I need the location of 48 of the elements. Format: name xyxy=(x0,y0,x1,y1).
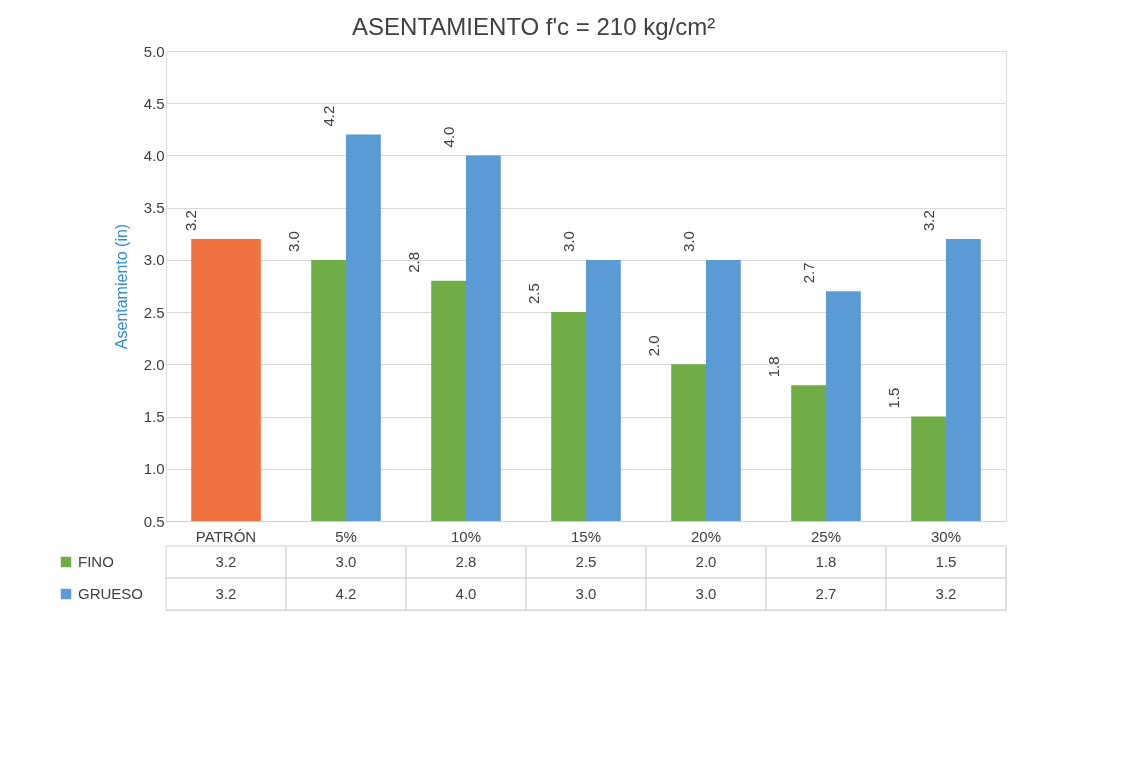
text: 2.5 xyxy=(524,283,542,305)
data-label: 2.8 xyxy=(455,553,477,570)
y-tick-label: 2.5 xyxy=(143,303,165,321)
x-tick-label: 15% xyxy=(570,527,602,545)
text: 2.8 xyxy=(404,251,422,273)
data-label: 4.0 xyxy=(455,585,477,602)
y-tick-label: 0.5 xyxy=(143,512,165,530)
y-tick-label: 4.0 xyxy=(143,146,165,164)
y-tick-label: 3.5 xyxy=(143,199,165,217)
legend-label: FINO xyxy=(78,553,114,570)
x-tick-label: PATRÓN xyxy=(195,527,257,545)
text: 3.0 xyxy=(679,231,697,252)
text: 3.2 xyxy=(182,210,200,231)
x-tick-label: 25% xyxy=(810,527,842,545)
text: 4.2 xyxy=(319,105,337,127)
y-tick-label: 5.0 xyxy=(143,42,165,60)
data-label: 2.7 xyxy=(815,585,837,602)
legend-label: GRUESO xyxy=(78,585,144,602)
chart-title: ASENTAMIENTO f'c = 210 kg/cm² xyxy=(352,12,716,40)
y-tick-label: 2.0 xyxy=(143,355,165,373)
text: 2.0 xyxy=(644,335,662,357)
data-label: 3.0 xyxy=(575,585,597,602)
data-label: 3.2 xyxy=(215,553,237,570)
data-label: 3.0 xyxy=(695,585,717,602)
text: 3.0 xyxy=(559,231,577,252)
text: 3.2 xyxy=(919,210,937,231)
text: 1.5 xyxy=(884,387,902,409)
text: 3.0 xyxy=(284,231,302,252)
text: 1.8 xyxy=(764,356,782,378)
x-tick-label: 20% xyxy=(690,527,722,545)
data-label: 4.2 xyxy=(335,585,357,602)
data-label: 2.0 xyxy=(695,553,717,570)
y-axis-title: Asentamiento (in) xyxy=(112,223,130,350)
data-label: 3.2 xyxy=(215,585,237,602)
x-tick-label: 30% xyxy=(930,527,962,545)
y-tick-label: 4.5 xyxy=(143,94,165,112)
y-tick-label: 1.0 xyxy=(143,460,165,478)
y-tick-label: 3.0 xyxy=(143,251,165,269)
data-label: 1.5 xyxy=(935,553,957,570)
data-label: 2.5 xyxy=(575,553,597,570)
data-label: 1.8 xyxy=(815,553,837,570)
text: 2.7 xyxy=(799,262,817,284)
x-tick-label: 10% xyxy=(450,527,482,545)
text: 4.0 xyxy=(439,126,457,148)
data-label: 3.2 xyxy=(935,585,957,602)
y-tick-label: 1.5 xyxy=(143,408,165,426)
x-tick-label: 5% xyxy=(335,527,357,545)
data-label: 3.0 xyxy=(335,553,357,570)
